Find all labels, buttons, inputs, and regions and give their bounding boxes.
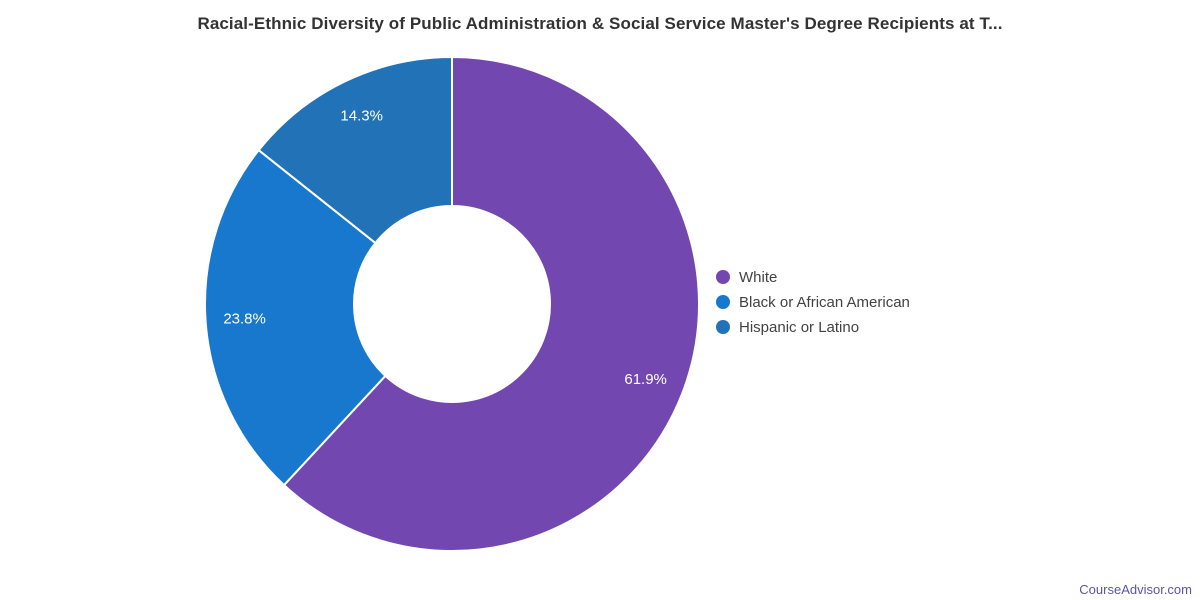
pie-slice-white[interactable] bbox=[283, 56, 700, 552]
pie-slice-black-or-african-american[interactable] bbox=[204, 149, 387, 487]
chart-title: Racial-Ethnic Diversity of Public Admini… bbox=[197, 14, 1003, 33]
legend-label-black-or-african-american: Black or African American bbox=[739, 293, 910, 311]
legend-item-hispanic-or-latino[interactable]: Hispanic or Latino bbox=[716, 317, 910, 337]
legend-swatch-hispanic-or-latino-icon bbox=[716, 320, 730, 334]
slice-value-label: 14.3% bbox=[340, 108, 383, 125]
slice-value-label: 61.9% bbox=[624, 371, 667, 388]
legend-item-black-or-african-american[interactable]: Black or African American bbox=[716, 292, 910, 312]
legend-swatch-black-or-african-american-icon bbox=[716, 295, 730, 309]
legend: White Black or African American Hispanic… bbox=[716, 267, 910, 342]
footer-link[interactable]: CourseAdvisor.com bbox=[1079, 582, 1192, 597]
legend-label-hispanic-or-latino: Hispanic or Latino bbox=[739, 318, 860, 336]
legend-item-white[interactable]: White bbox=[716, 267, 910, 287]
slice-value-label: 23.8% bbox=[223, 311, 266, 328]
pie-slice-hispanic-or-latino[interactable] bbox=[257, 56, 453, 244]
legend-swatch-white-icon bbox=[716, 270, 730, 284]
legend-label-white: White bbox=[739, 268, 778, 286]
